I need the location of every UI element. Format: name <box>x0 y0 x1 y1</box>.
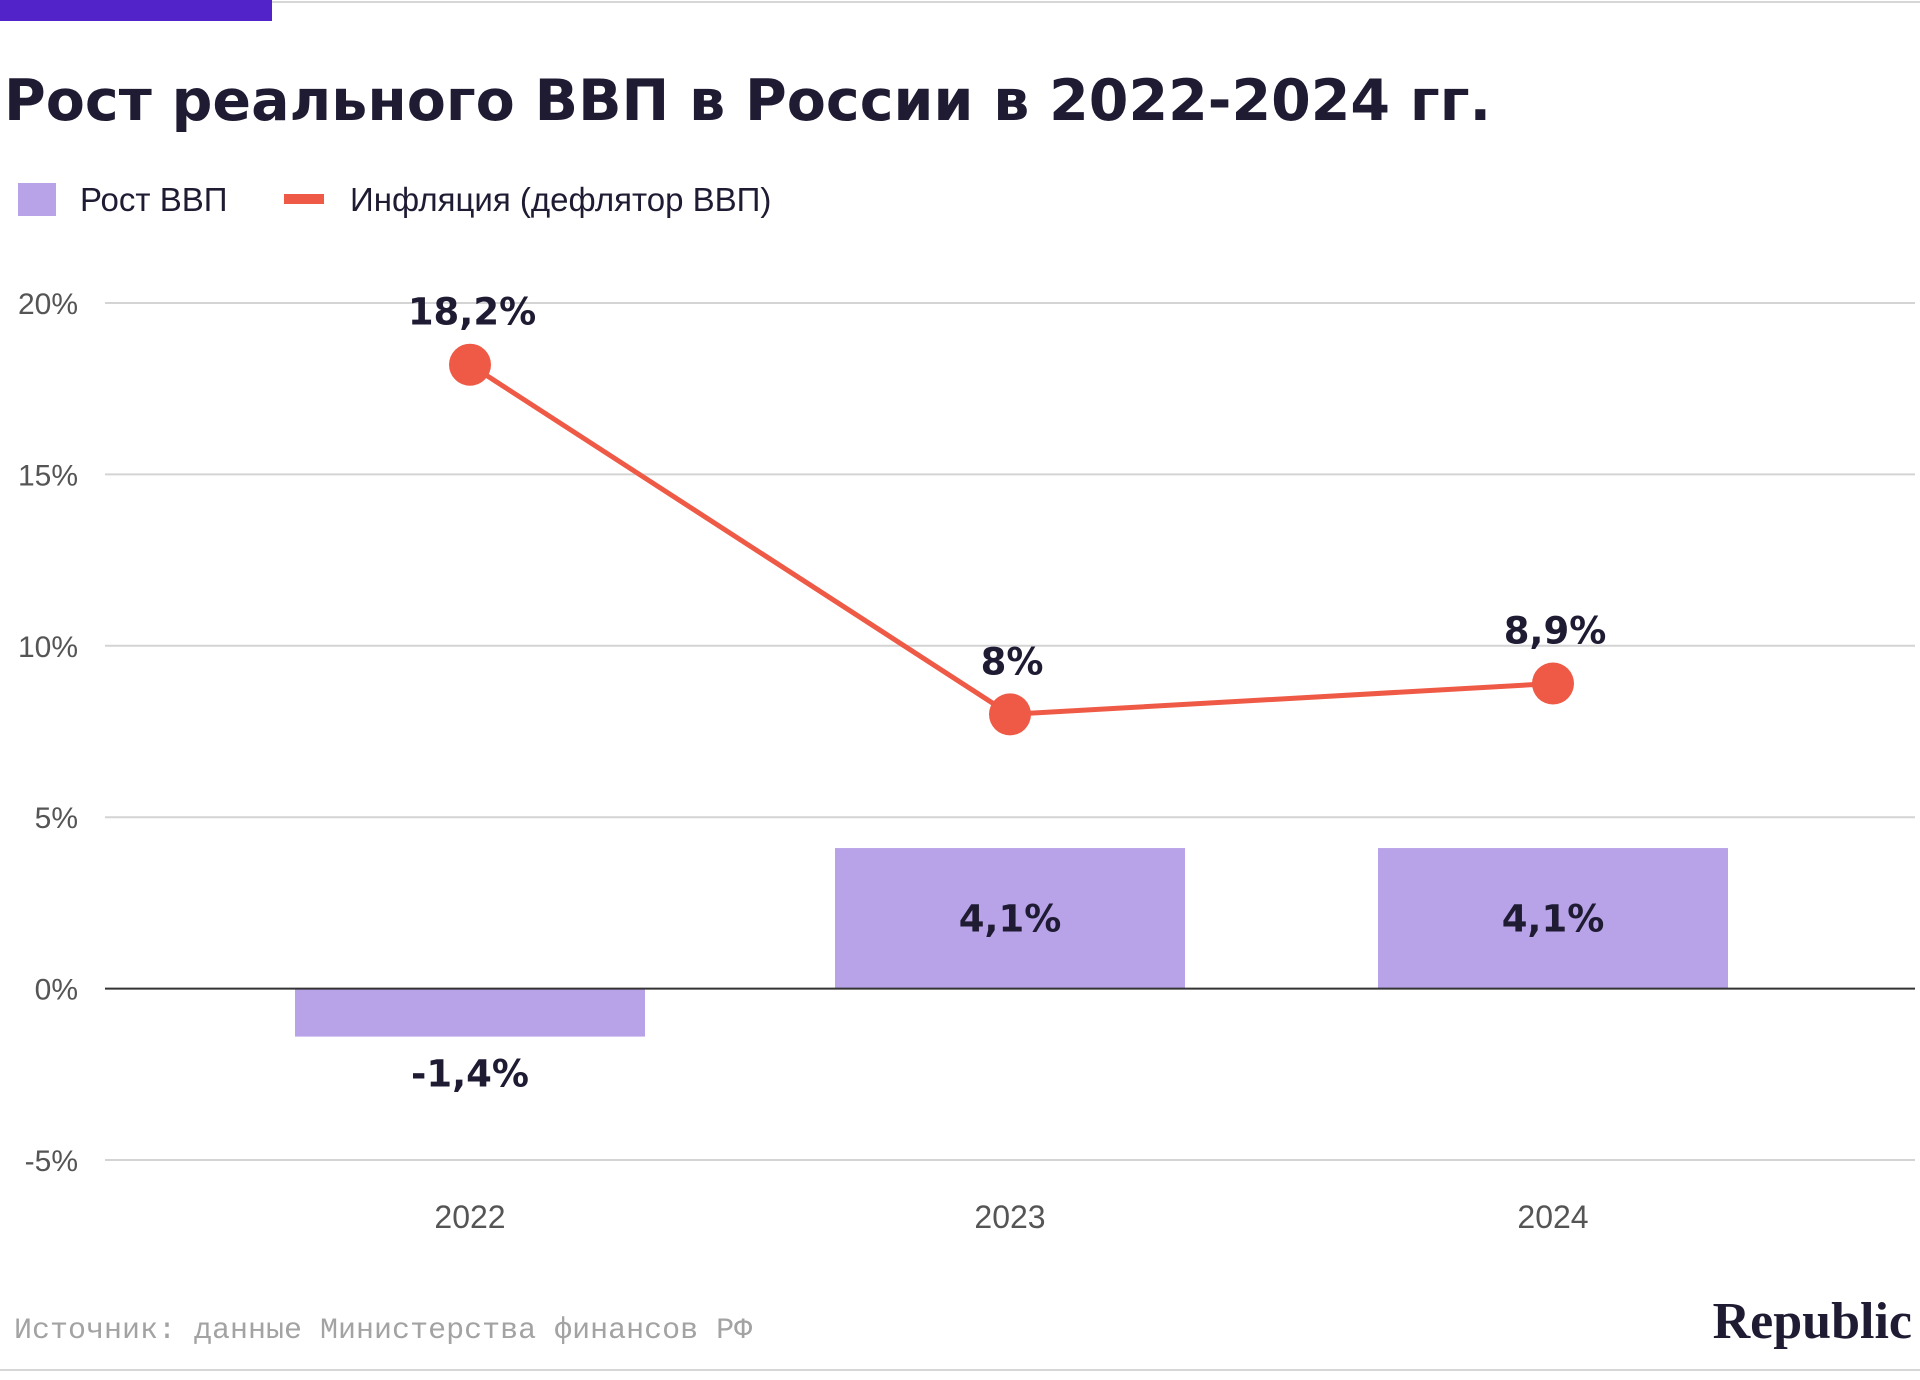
accent-bar <box>0 0 272 21</box>
legend-swatch-inflation <box>284 194 324 204</box>
y-tick-label: 15% <box>18 459 78 492</box>
bar-value-label: 4,1% <box>959 897 1062 940</box>
brand-logo: Republic <box>1713 1293 1912 1350</box>
inflation-line <box>449 343 1574 736</box>
line-value-label: 18,2% <box>408 291 536 334</box>
y-tick-label: 10% <box>18 631 78 664</box>
bar-value-label: -1,4% <box>411 1053 529 1096</box>
source-note: Источник: данные Министерства финансов Р… <box>14 1314 752 1348</box>
grid: 20% 15% 10% 5% 0% -5% <box>18 288 1915 1178</box>
inflation-point-2023 <box>989 693 1031 736</box>
line-value-label: 8% <box>981 640 1044 683</box>
bar-gdp-2023 <box>835 848 1185 989</box>
inflation-point-2022 <box>449 343 491 386</box>
legend-label-gdp: Рост ВВП <box>80 181 227 218</box>
bar-value-label: 4,1% <box>1502 897 1605 940</box>
x-tick-label: 2024 <box>1517 1199 1588 1235</box>
inflation-point-2024 <box>1532 662 1574 705</box>
bar-gdp-2024 <box>1378 848 1728 989</box>
x-tick-label: 2022 <box>434 1199 505 1235</box>
legend: Рост ВВП Инфляция (дефлятор ВВП) <box>18 181 771 218</box>
bars <box>295 848 1728 1037</box>
data-labels: -1,4% 4,1% 4,1% 18,2% 8% 8,9% <box>408 291 1607 1096</box>
y-tick-label: 0% <box>35 974 78 1007</box>
x-axis: 2022 2023 2024 <box>434 1199 1588 1235</box>
bar-gdp-2022 <box>295 988 645 1037</box>
y-tick-label: 20% <box>18 288 78 321</box>
y-tick-label: 5% <box>35 802 78 835</box>
legend-swatch-gdp <box>18 183 56 216</box>
chart-title: Рост реального ВВП в России в 2022-2024 … <box>4 68 1491 134</box>
x-tick-label: 2023 <box>974 1199 1045 1235</box>
legend-label-inflation: Инфляция (дефлятор ВВП) <box>350 181 771 218</box>
line-value-label: 8,9% <box>1504 610 1607 653</box>
y-tick-label: -5% <box>25 1145 78 1178</box>
